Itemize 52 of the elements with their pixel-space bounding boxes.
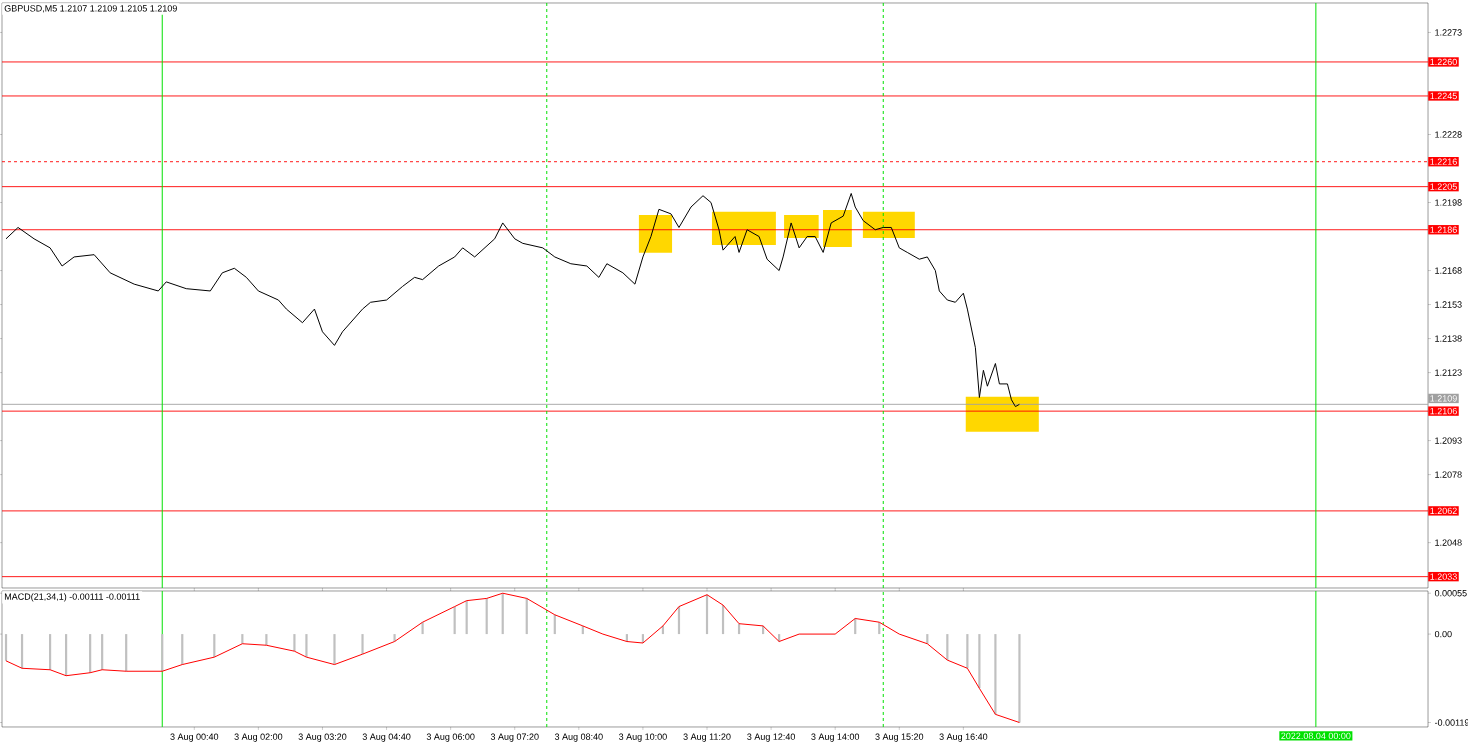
y-tick-label: 0.00 bbox=[1434, 630, 1452, 638]
x-tick-label: 3 Aug 06:00 bbox=[426, 733, 475, 742]
x-tick-label: 3 Aug 08:40 bbox=[554, 733, 603, 742]
y-tick-label: 1.2093 bbox=[1435, 437, 1462, 444]
bar bbox=[101, 634, 104, 670]
bar bbox=[125, 634, 128, 672]
bar bbox=[994, 634, 997, 715]
chart-title: MACD(21,34,1) -0.00111 -0.00111 bbox=[4, 593, 140, 602]
ref-line-label: 1.2216 bbox=[1430, 158, 1457, 165]
x-tick-label: 3 Aug 15:20 bbox=[875, 733, 924, 742]
bar bbox=[48, 634, 52, 670]
chart-title: GBPUSD,M5 1.2107 1.2109 1.2105 1.2109 bbox=[4, 5, 177, 13]
ref-line-label: 2022.08.04 00:00 bbox=[1281, 732, 1351, 740]
ref-line-label: 1.2205 bbox=[1430, 183, 1457, 190]
x-tick-label: 3 Aug 02:00 bbox=[234, 733, 283, 742]
y-tick-label: 1.2048 bbox=[1435, 539, 1462, 546]
x-tick-label: 3 Aug 16:40 bbox=[939, 733, 988, 742]
x-tick-label: 3 Aug 00:40 bbox=[170, 733, 219, 742]
y-tick-label: -0.00119 bbox=[1434, 719, 1468, 726]
y-tick-label: 1.2123 bbox=[1435, 369, 1462, 376]
y-tick-label: 1.2273 bbox=[1435, 29, 1462, 36]
bar bbox=[333, 634, 336, 665]
y-tick-label: 1.2228 bbox=[1435, 131, 1462, 138]
bar bbox=[453, 606, 456, 635]
line-series bbox=[5, 192, 1020, 408]
x-tick-label: 3 Aug 03:20 bbox=[298, 733, 347, 742]
ref-line-label: 1.2109 bbox=[1430, 395, 1457, 402]
ref-line-label: 1.2062 bbox=[1430, 507, 1457, 515]
x-tick-label: 3 Aug 10:00 bbox=[618, 733, 667, 742]
ref-line-label: 1.2106 bbox=[1430, 407, 1457, 415]
bar bbox=[361, 634, 364, 655]
bar bbox=[485, 598, 488, 635]
y-tick-label: 1.2153 bbox=[1435, 301, 1462, 308]
ref-line-label: 1.2260 bbox=[1430, 58, 1457, 66]
y-tick-label: 1.2138 bbox=[1435, 335, 1462, 342]
x-tick-label: 3 Aug 11:20 bbox=[683, 733, 731, 742]
y-tick-label: 0.00055 bbox=[1434, 590, 1467, 597]
y-tick-label: 1.2198 bbox=[1435, 199, 1462, 206]
bar bbox=[305, 634, 308, 658]
ref-line-label: 1.2033 bbox=[1430, 573, 1457, 580]
x-tick-label: 3 Aug 04:40 bbox=[362, 733, 411, 742]
bar bbox=[4, 634, 8, 661]
y-tick-label: 1.2078 bbox=[1435, 471, 1462, 478]
y-tick-label: 1.2168 bbox=[1435, 267, 1462, 274]
ref-line-label: 1.2245 bbox=[1430, 92, 1457, 100]
bar bbox=[181, 634, 184, 665]
x-tick-label: 3 Aug 12:40 bbox=[747, 733, 796, 742]
x-tick-label: 3 Aug 14:00 bbox=[811, 733, 860, 742]
bar bbox=[1018, 634, 1021, 723]
ref-line-label: 1.2186 bbox=[1430, 226, 1457, 233]
x-tick-label: 3 Aug 07:20 bbox=[490, 733, 539, 742]
bar bbox=[293, 634, 296, 652]
